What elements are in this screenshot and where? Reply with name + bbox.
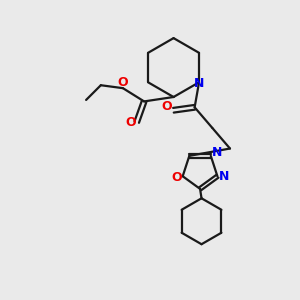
- Text: O: O: [171, 171, 181, 184]
- Text: O: O: [125, 116, 136, 128]
- Text: N: N: [194, 77, 204, 90]
- Text: O: O: [162, 100, 172, 113]
- Text: N: N: [219, 170, 229, 183]
- Text: O: O: [118, 76, 128, 89]
- Text: N: N: [212, 146, 222, 159]
